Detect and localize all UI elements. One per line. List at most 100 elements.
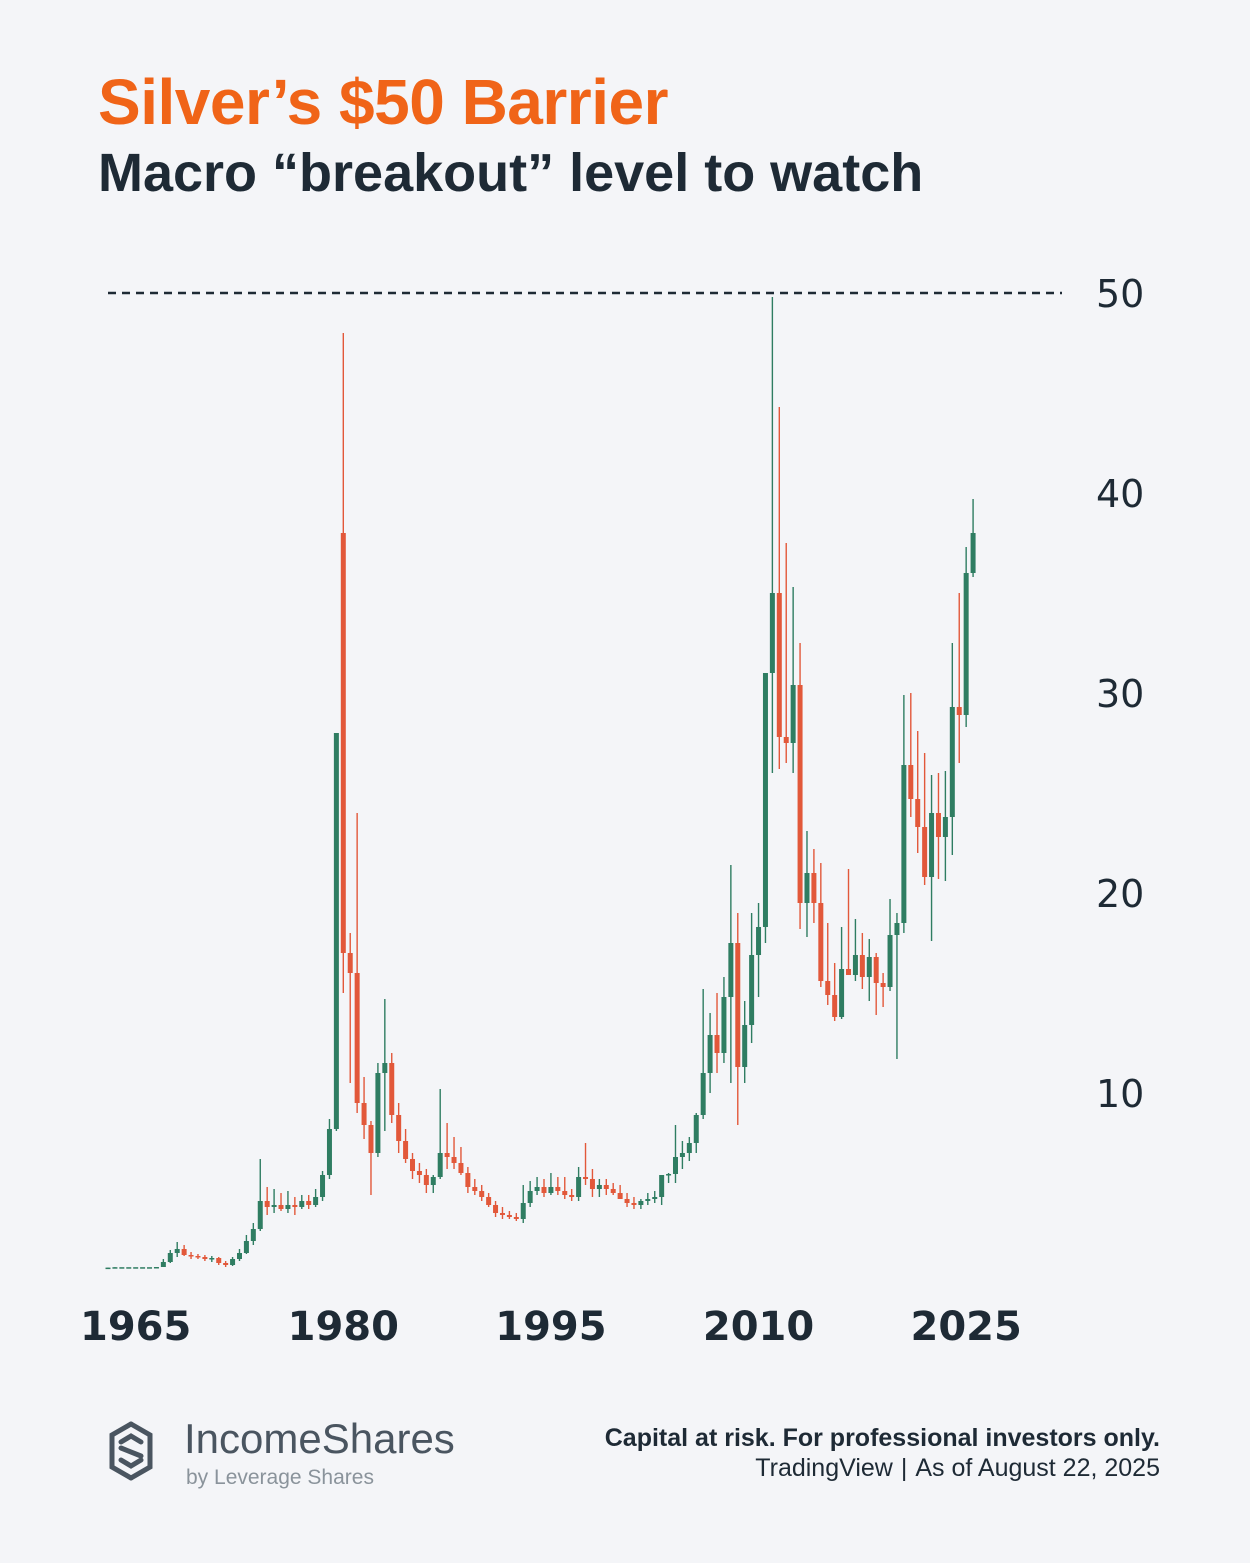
incomeshares-logo-icon xyxy=(109,1421,153,1481)
candle-body-97 xyxy=(776,593,782,737)
candle-body-105 xyxy=(832,995,838,1017)
candle-body-25 xyxy=(278,1205,284,1209)
candle-body-17 xyxy=(223,1263,229,1265)
candle-body-88 xyxy=(714,1035,720,1053)
candle-body-101 xyxy=(804,873,810,903)
y-tick-label: 30 xyxy=(1096,672,1144,716)
candle-body-124 xyxy=(963,573,969,715)
candle-body-56 xyxy=(493,1205,499,1213)
candle-body-30 xyxy=(313,1197,319,1205)
candle-body-37 xyxy=(361,1103,367,1125)
candle-body-5 xyxy=(140,1267,146,1269)
candle-body-72 xyxy=(603,1185,609,1189)
candle-body-90 xyxy=(728,943,734,997)
candle-body-75 xyxy=(624,1199,630,1203)
candle-body-51 xyxy=(458,1163,464,1173)
candle-body-57 xyxy=(499,1213,505,1215)
candle-body-35 xyxy=(347,953,353,973)
x-tick-label: 1965 xyxy=(80,1304,191,1350)
candle-body-115 xyxy=(901,765,907,923)
candle-body-99 xyxy=(790,685,796,743)
candle-body-60 xyxy=(520,1203,526,1219)
candle-body-8 xyxy=(160,1262,166,1267)
candle-body-76 xyxy=(631,1203,637,1205)
candle-body-3 xyxy=(126,1267,132,1269)
candle-body-27 xyxy=(292,1205,298,1207)
candle-body-38 xyxy=(368,1125,374,1153)
candle-body-83 xyxy=(679,1153,685,1157)
candle-body-64 xyxy=(548,1187,554,1193)
candle-body-52 xyxy=(465,1173,471,1187)
candle-body-67 xyxy=(569,1195,575,1197)
candle-body-103 xyxy=(818,903,824,981)
candle-body-98 xyxy=(783,737,789,743)
candle-body-47 xyxy=(430,1177,436,1185)
candle-body-33 xyxy=(333,733,339,1129)
candle-body-69 xyxy=(583,1177,589,1179)
candle-body-29 xyxy=(306,1201,312,1205)
candle-body-59 xyxy=(513,1217,519,1219)
candle-body-43 xyxy=(403,1141,409,1159)
candle-body-96 xyxy=(769,593,775,673)
candle-body-49 xyxy=(444,1153,450,1157)
candle-body-94 xyxy=(756,927,762,955)
candle-body-28 xyxy=(299,1201,305,1207)
candle-body-42 xyxy=(396,1115,402,1141)
candle-body-53 xyxy=(472,1187,478,1191)
candle-body-4 xyxy=(133,1267,139,1269)
candle-body-111 xyxy=(873,957,879,983)
candle-body-123 xyxy=(956,707,962,715)
candle-body-85 xyxy=(693,1115,699,1143)
candle-body-77 xyxy=(638,1201,644,1205)
candle-body-106 xyxy=(839,969,845,1017)
candle-body-89 xyxy=(721,997,727,1053)
candle-body-73 xyxy=(610,1189,616,1193)
as-of-date: As of August 22, 2025 xyxy=(915,1454,1160,1482)
y-tick-label: 50 xyxy=(1096,272,1144,316)
candle-body-100 xyxy=(797,685,803,903)
x-axis-ticks: 1965 1980 1995 2010 2025 xyxy=(80,1304,1022,1350)
candle-body-91 xyxy=(735,943,741,1067)
candle-body-50 xyxy=(451,1157,457,1163)
candle-body-1 xyxy=(112,1267,118,1269)
candle-body-104 xyxy=(825,981,831,995)
candle-body-46 xyxy=(423,1175,429,1185)
candle-body-32 xyxy=(326,1129,332,1175)
candle-body-65 xyxy=(555,1187,561,1191)
candle-body-48 xyxy=(437,1153,443,1177)
candle-body-12 xyxy=(188,1255,194,1257)
candle-body-82 xyxy=(672,1157,678,1174)
candle-body-121 xyxy=(942,817,948,837)
candle-body-92 xyxy=(742,1025,748,1067)
candle-body-63 xyxy=(541,1187,547,1193)
source-name: TradingView xyxy=(755,1454,893,1482)
y-tick-label: 10 xyxy=(1096,1072,1144,1116)
source-separator: | xyxy=(900,1454,908,1482)
candle-body-109 xyxy=(859,955,865,977)
candle-body-22 xyxy=(257,1201,263,1229)
candle-body-78 xyxy=(645,1199,651,1201)
candle-body-120 xyxy=(935,813,941,837)
candle-body-45 xyxy=(416,1171,422,1175)
candle-body-54 xyxy=(479,1191,485,1197)
candle-body-112 xyxy=(880,983,886,987)
candle-body-122 xyxy=(949,707,955,817)
y-axis-ticks: 10 20 30 40 50 xyxy=(1096,272,1144,1116)
candle-body-10 xyxy=(174,1249,180,1253)
candle-body-6 xyxy=(147,1267,153,1269)
candle-body-68 xyxy=(576,1177,582,1197)
candle-body-66 xyxy=(562,1191,568,1195)
candle-body-71 xyxy=(596,1185,602,1189)
brand-name: IncomeShares xyxy=(184,1415,455,1462)
candle-body-11 xyxy=(181,1249,187,1255)
x-tick-label: 1980 xyxy=(288,1304,399,1350)
candle-body-7 xyxy=(153,1267,159,1269)
candle-body-14 xyxy=(202,1257,208,1259)
candle-body-19 xyxy=(236,1253,242,1259)
candle-body-58 xyxy=(506,1215,512,1217)
candle-body-114 xyxy=(894,923,900,935)
chart-subtitle: Macro “breakout” level to watch xyxy=(98,143,924,203)
candle-body-84 xyxy=(686,1143,692,1153)
candle-body-116 xyxy=(908,765,914,799)
